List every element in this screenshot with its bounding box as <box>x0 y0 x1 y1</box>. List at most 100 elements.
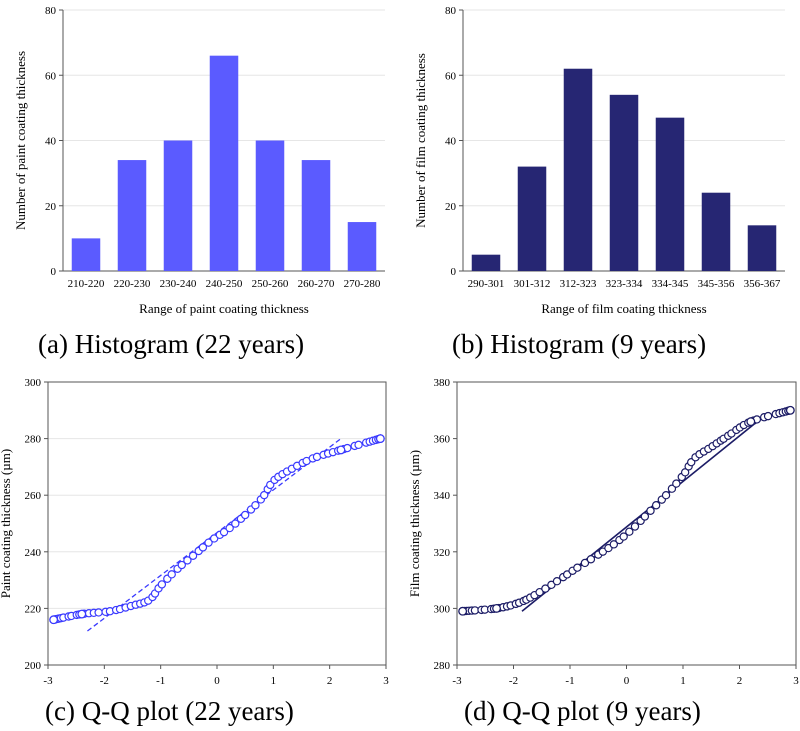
qq-curve <box>462 409 791 613</box>
bar <box>163 140 193 271</box>
x-tick-label: -3 <box>452 675 462 687</box>
bar <box>563 68 593 271</box>
x-tick-label: 2 <box>327 675 333 687</box>
x-tick-label: 0 <box>214 675 220 687</box>
y-axis-label: Film coating thickness (µm) <box>407 450 422 597</box>
x-tick-label: 270-280 <box>344 278 381 290</box>
data-point <box>167 570 176 579</box>
y-tick-label: 300 <box>25 377 42 389</box>
x-tick-label: -2 <box>509 675 518 687</box>
data-point <box>609 540 619 549</box>
y-tick-label: 0 <box>51 266 57 278</box>
data-point <box>619 532 628 541</box>
bar <box>609 94 639 271</box>
y-axis-label: Number of film coating thickness <box>413 53 428 228</box>
bar <box>301 160 331 271</box>
x-tick-label: -1 <box>156 675 165 687</box>
histogram-22-chart: 0 20 40 60 80 210-220 220-230 230-240 240-250 250… <box>13 5 385 316</box>
data-point <box>188 551 198 561</box>
data-point <box>646 506 655 515</box>
data-point <box>667 484 677 493</box>
x-tick-label: 220-230 <box>114 278 151 290</box>
data-point <box>49 615 59 625</box>
caption-b: (b) Histogram (9 years) <box>452 329 707 359</box>
y-tick-label: 60 <box>45 70 57 82</box>
qq-curve <box>53 437 381 621</box>
data-point <box>240 510 250 520</box>
panel-qq-9: 280 300 320 340 360 380 -3 -2 -1 0 1 2 3 Film coating… <box>400 370 800 731</box>
data-point <box>640 512 650 521</box>
plot-frame <box>456 381 797 666</box>
x-tick-label: 334-345 <box>652 278 689 290</box>
data-point <box>183 556 192 565</box>
panel-qq-22: 200 220 240 260 280 300 -3 -2 -1 0 1 2 3 Paint coatin… <box>0 370 400 731</box>
y-tick-label: 60 <box>445 70 457 82</box>
data-point <box>492 603 501 613</box>
x-tick-label: 210-220 <box>68 278 105 290</box>
reference-line <box>87 438 342 632</box>
y-axis-label: Paint coating thickness (µm) <box>0 449 13 598</box>
bar <box>255 140 285 271</box>
y-tick-label: 0 <box>451 266 457 278</box>
x-axis-label: Range of paint coating thickness <box>139 301 309 316</box>
data-point <box>251 501 260 510</box>
caption-a: (a) Histogram (22 years) <box>38 329 305 359</box>
y-tick-label: 280 <box>25 434 42 446</box>
data-point <box>77 609 87 619</box>
x-tick-label: 240-250 <box>206 278 243 290</box>
data-point <box>573 563 582 572</box>
data-point <box>198 543 208 552</box>
qq-22-chart: 200 220 240 260 280 300 -3 -2 -1 0 1 2 3 Paint coatin… <box>0 377 389 687</box>
x-tick-label: 0 <box>624 675 630 687</box>
data-point <box>552 576 562 586</box>
x-tick-label: -3 <box>43 675 53 687</box>
x-tick-label: 312-323 <box>560 278 597 290</box>
y-tick-label: 20 <box>445 201 457 213</box>
data-point <box>661 490 671 500</box>
panel-histogram-22: 0 20 40 60 80 210-220 220-230 230-240 240-250 250… <box>0 0 400 370</box>
x-tick-label: 2 <box>737 675 743 687</box>
x-tick-label: 3 <box>793 675 799 687</box>
bar <box>517 166 547 271</box>
x-axis-label: Range of film coating thickness <box>541 301 706 316</box>
y-tick-label: 220 <box>25 603 42 615</box>
histogram-9-chart: 0 20 40 60 80 290-301 301-312 312-323 323-334 334… <box>413 5 785 316</box>
data-point <box>458 606 468 616</box>
y-tick-label: 240 <box>25 547 42 559</box>
data-point <box>625 527 634 536</box>
data-point <box>157 580 167 589</box>
bar <box>347 222 377 271</box>
data-point <box>785 405 795 415</box>
y-tick-label: 20 <box>45 201 57 213</box>
bar <box>117 160 147 271</box>
bar <box>209 55 239 271</box>
y-tick-label: 80 <box>445 5 457 17</box>
data-point <box>672 479 681 488</box>
data-point <box>651 501 661 510</box>
y-tick-label: 260 <box>25 490 42 502</box>
x-tick-label: 323-334 <box>606 278 643 290</box>
bar <box>471 254 501 271</box>
data-point <box>680 468 690 477</box>
data-point <box>541 584 550 593</box>
x-tick-label: 301-312 <box>514 278 551 290</box>
y-tick-label: 40 <box>445 136 457 148</box>
x-tick-label: -1 <box>565 675 574 687</box>
x-tick-label: 290-301 <box>468 278 505 290</box>
y-tick-label: 300 <box>434 603 451 615</box>
data-point <box>354 440 363 450</box>
panel-histogram-9: 0 20 40 60 80 290-301 301-312 312-323 323-334 334… <box>400 0 800 370</box>
y-tick-label: 380 <box>434 377 451 389</box>
x-tick-label: 230-240 <box>160 278 197 290</box>
data-point <box>94 608 103 617</box>
y-tick-label: 280 <box>434 660 451 672</box>
y-axis-label: Number of paint coating thickness <box>13 51 28 230</box>
y-tick-label: 40 <box>45 136 57 148</box>
y-tick-label: 360 <box>434 434 451 446</box>
plot-frame <box>47 381 387 666</box>
x-tick-label: 250-260 <box>252 278 289 290</box>
qq-9-chart: 280 300 320 340 360 380 -3 -2 -1 0 1 2 3 Film coating… <box>407 377 799 687</box>
bar <box>71 238 101 271</box>
x-tick-label: 1 <box>271 675 277 687</box>
y-tick-label: 80 <box>45 5 57 17</box>
